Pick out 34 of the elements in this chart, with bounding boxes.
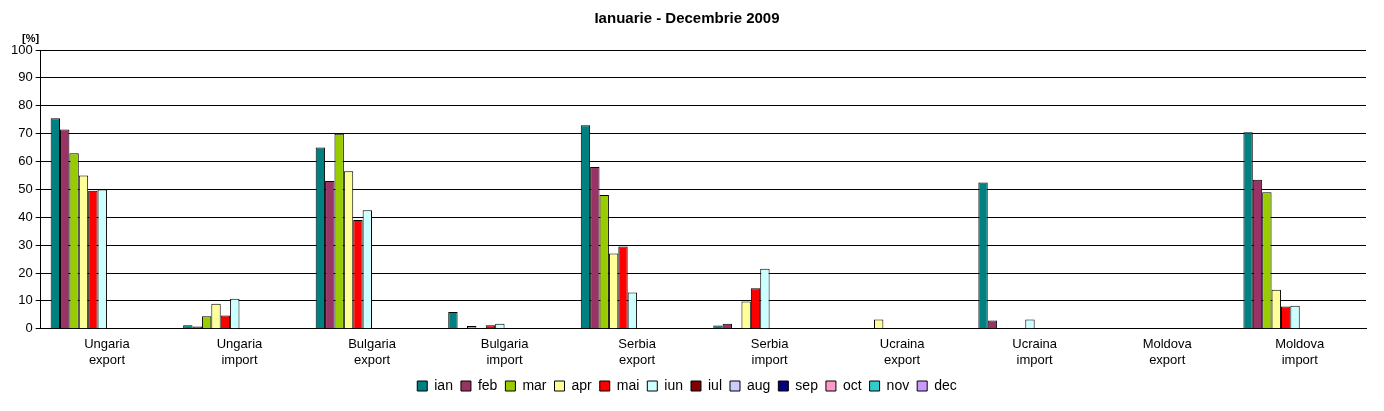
y-tick-label: 70 [18,125,33,141]
legend-label: dec [934,376,957,393]
legend-label: iun [664,376,683,393]
legend-label: mai [616,376,640,393]
x-tick-label: Bulgaria import [480,336,530,367]
y-axis-title: [%] [22,31,40,44]
legend-label: aug [746,376,771,393]
chart-title: Ianuarie - Decembrie 2009 [594,9,780,27]
legend-label: mar [522,376,547,393]
x-tick-label: Bulgaria export [348,336,397,367]
y-tick-label: 20 [18,264,33,280]
x-tick-label: Serbia import [750,336,790,367]
legend-label: ian [434,376,453,393]
legend-label: sep [795,376,819,393]
x-tick-label: Serbia export [618,336,657,367]
y-tick-label: 30 [18,236,33,252]
x-tick-label: Moldova export [1142,336,1193,367]
y-tick-label: 0 [25,320,33,336]
legend-label: oct [842,376,862,393]
y-tick-label: 60 [18,153,33,169]
y-tick-label: 10 [18,292,33,308]
x-tick-label: Ucraina import [1012,336,1058,367]
x-tick-label: Ungaria export [84,336,131,367]
legend-label: nov [886,376,910,393]
y-tick-label: 80 [18,97,33,113]
x-tick-label: Ucraina export [879,336,926,367]
legend-label: feb [477,376,498,393]
legend-label: apr [571,376,593,393]
y-tick-label: 90 [18,69,33,85]
y-tick-label: 50 [18,180,33,196]
y-tick-label: 40 [18,208,33,224]
legend-label: iul [707,376,722,393]
x-tick-label: Ungaria import [216,336,264,367]
x-tick-label: Moldova import [1275,336,1326,367]
